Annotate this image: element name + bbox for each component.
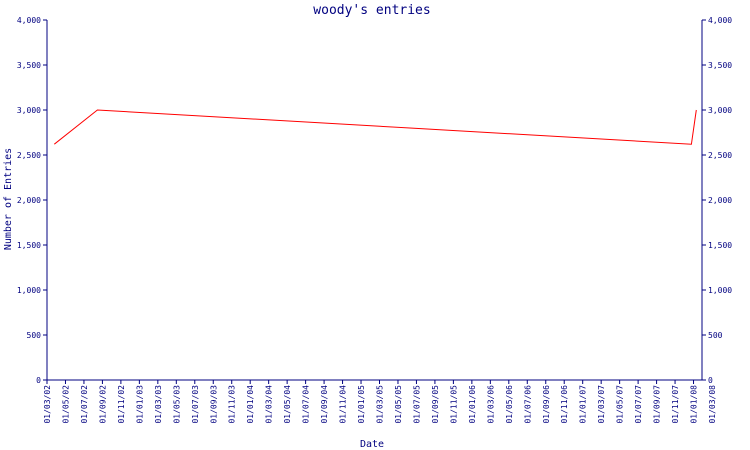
x-tick-label: 01/09/03 bbox=[209, 385, 218, 424]
y-tick-label: 2,000 bbox=[17, 196, 41, 205]
y-tick-label-right: 3,000 bbox=[708, 106, 732, 115]
x-tick-label: 01/03/04 bbox=[265, 385, 274, 424]
x-tick-label: 01/09/02 bbox=[98, 385, 107, 424]
x-tick-label: 01/01/06 bbox=[468, 385, 477, 424]
y-tick-label-right: 1,000 bbox=[708, 286, 732, 295]
y-tick-label: 4,000 bbox=[17, 16, 41, 25]
y-tick-label-right: 4,000 bbox=[708, 16, 732, 25]
x-tick-label: 01/03/02 bbox=[43, 385, 52, 424]
x-tick-label: 01/07/07 bbox=[634, 385, 643, 424]
series-line-1 bbox=[53, 109, 697, 145]
y-tick-label-right: 2,000 bbox=[708, 196, 732, 205]
x-tick-label: 01/05/06 bbox=[505, 385, 514, 424]
y-tick-label: 3,000 bbox=[17, 106, 41, 115]
x-tick-label: 01/03/05 bbox=[376, 385, 385, 424]
x-tick-label: 01/11/05 bbox=[449, 385, 458, 424]
y-tick-label: 500 bbox=[27, 331, 42, 340]
axes bbox=[46, 20, 703, 381]
x-tick-label: 01/11/07 bbox=[671, 385, 680, 424]
y-tick-label: 0 bbox=[36, 376, 41, 385]
y-tick-label-right: 2,500 bbox=[708, 151, 732, 160]
x-tick-label: 01/01/04 bbox=[246, 385, 255, 424]
x-tick-label: 01/09/07 bbox=[653, 385, 662, 424]
right-y-ticks: 0 500 1,000 1,500 2,000 2,500 3,000 3,500 4,000 bbox=[702, 16, 732, 385]
x-tick-label: 01/05/02 bbox=[61, 385, 70, 424]
x-tick-label: 01/05/07 bbox=[616, 385, 625, 424]
chart-title: woody's entries bbox=[313, 3, 430, 18]
left-y-ticks: 0 500 1,000 1,500 2,000 2,500 3,000 3,500 4,000 bbox=[17, 16, 47, 385]
x-tick-label: 01/09/06 bbox=[542, 385, 551, 424]
y-tick-label: 2,500 bbox=[17, 151, 41, 160]
x-tick-label: 01/07/03 bbox=[191, 385, 200, 424]
x-tick-label: 01/01/03 bbox=[135, 385, 144, 424]
x-tick-label: 01/03/06 bbox=[486, 385, 495, 424]
y-tick-label: 1,500 bbox=[17, 241, 41, 250]
y-axis-label: Number of Entries bbox=[3, 148, 14, 250]
x-tick-label: 01/09/04 bbox=[320, 385, 329, 424]
x-tick-label: 01/11/04 bbox=[339, 385, 348, 424]
x-tick-label: 01/03/07 bbox=[597, 385, 606, 424]
x-tick-label: 01/11/06 bbox=[560, 385, 569, 424]
y-tick-label-right: 0 bbox=[708, 376, 713, 385]
x-tick-label: 01/07/05 bbox=[412, 385, 421, 424]
x-tick-label: 01/01/05 bbox=[357, 385, 366, 424]
x-axis-label: Date bbox=[360, 439, 384, 450]
y-tick-label: 3,500 bbox=[17, 61, 41, 70]
x-tick-label: 01/07/04 bbox=[302, 385, 311, 424]
y-tick-label-right: 500 bbox=[708, 331, 723, 340]
x-tick-label: 01/05/04 bbox=[283, 385, 292, 424]
x-tick-label: 01/01/08 bbox=[690, 385, 699, 424]
x-tick-label: 01/05/03 bbox=[172, 385, 181, 424]
x-tick-label: 01/01/07 bbox=[579, 385, 588, 424]
y-tick-label-right: 1,500 bbox=[708, 241, 732, 250]
series-lines bbox=[53, 109, 697, 145]
x-tick-label: 01/11/03 bbox=[228, 385, 237, 424]
x-tick-label: 01/09/05 bbox=[431, 385, 440, 424]
x-tick-label: 01/11/02 bbox=[117, 385, 126, 424]
x-tick-label: 01/05/05 bbox=[394, 385, 403, 424]
y-tick-label: 1,000 bbox=[17, 286, 41, 295]
x-tick-label: 01/07/06 bbox=[523, 385, 532, 424]
x-ticks: 01/03/02 01/05/02 01/07/02 01/09/02 01/11/02… bbox=[43, 380, 717, 424]
y-tick-label-right: 3,500 bbox=[708, 61, 732, 70]
x-tick-label: 01/03/08 bbox=[708, 385, 717, 424]
x-tick-label: 01/03/03 bbox=[154, 385, 163, 424]
x-tick-label: 01/07/02 bbox=[80, 385, 89, 424]
